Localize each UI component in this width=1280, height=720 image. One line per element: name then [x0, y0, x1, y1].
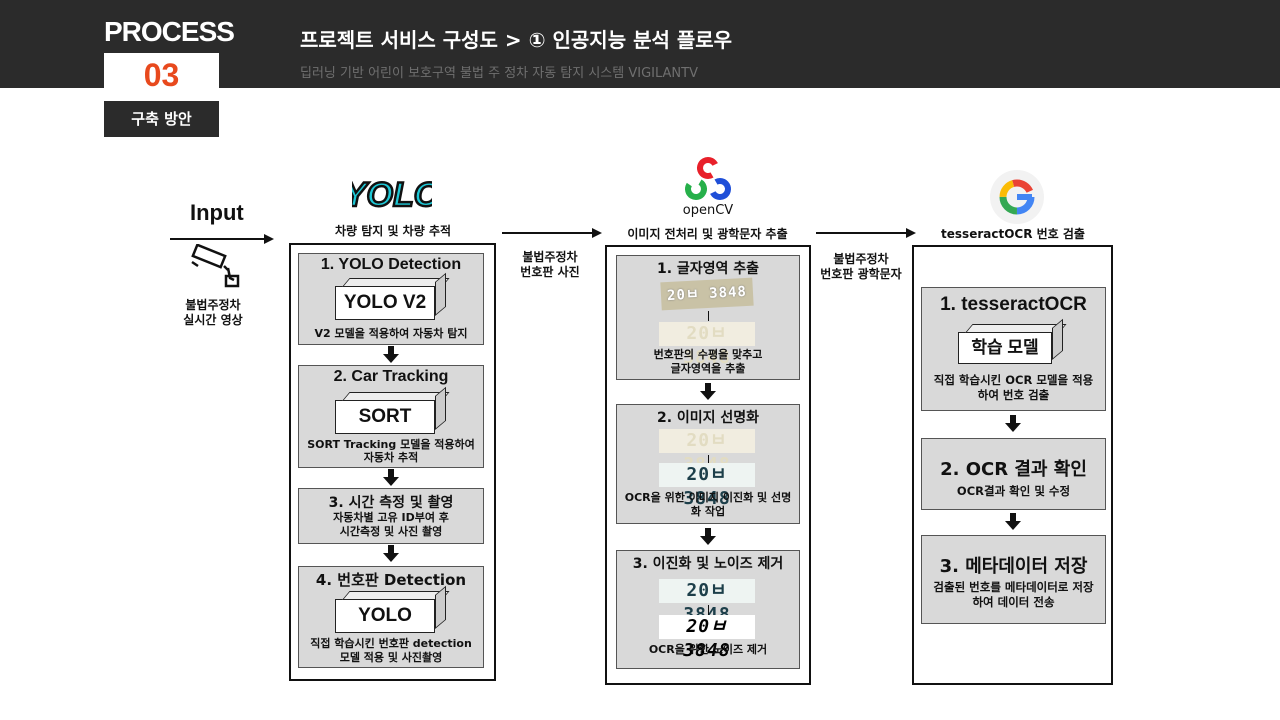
card-title: 3. 메타데이터 저장: [939, 556, 1088, 577]
process-label: PROCESS: [104, 16, 235, 47]
small-arrow: [708, 311, 709, 321]
down-arrow-icon: [383, 469, 399, 486]
yolo-logo: YOLO: [343, 172, 442, 216]
yolo-card-time: 3. 시간 측정 및 촬영 자동차별 고유 ID부여 후 시간측정 및 사진 촬…: [298, 488, 484, 544]
card-title: 3. 시간 측정 및 촬영: [328, 495, 454, 511]
plate-image-clean: 20ㅂ 3848: [659, 615, 755, 661]
arrow2-label-2: 번호판 광학문자: [820, 267, 902, 281]
card-desc: V2 모델을 적용하여 자동차 탐지: [314, 327, 468, 340]
tesseract-card-metadata: 3. 메타데이터 저장 검출된 번호를 메타데이터로 저장 하여 데이터 전송: [921, 535, 1106, 624]
card-desc-2: 하여 번호 검출: [977, 388, 1050, 402]
input-caption-1: 불법주정차: [185, 298, 241, 312]
card-desc-1: SORT Tracking 모델을 적용하여: [307, 438, 475, 451]
google-logo-icon: [990, 170, 1044, 224]
model-box-yolo: YOLO: [335, 585, 450, 633]
card-desc-1: 검출된 번호를 메타데이터로 저장: [933, 580, 1094, 594]
plate-image-sharp: 20ㅂ 3848: [659, 463, 755, 509]
card-title: 2. 이미지 선명화: [656, 410, 760, 426]
yolo-logo-text: YOLO: [352, 176, 432, 214]
down-arrow-icon: [700, 383, 716, 400]
model-box-yolo-v2: YOLO V2: [335, 272, 450, 320]
card-desc-1: OCR을 위한 노이즈 제거: [648, 643, 768, 656]
yolo-card-detection: 1. YOLO Detection YOLO V2 V2 모델을 적용하여 자동…: [298, 253, 484, 345]
page-title: 프로젝트 서비스 구성도 > ① 인공지능 분석 플로우: [300, 28, 733, 52]
card-title: 4. 번호판 Detection: [315, 571, 467, 589]
opencv-card-sharpen: 2. 이미지 선명화 20ㅂ 3848 20ㅂ 3848 OCR을 위한 이미지…: [616, 404, 800, 524]
card-desc-2: 하여 데이터 전송: [972, 595, 1055, 609]
model-box-sort: SORT: [335, 386, 450, 434]
opencv-logo-text: openCV: [682, 203, 734, 218]
card-title: 1. tesseractOCR: [940, 294, 1087, 315]
model-box-trained: 학습 모델: [958, 318, 1067, 364]
card-title: 2. Car Tracking: [333, 368, 449, 385]
page-subtitle: 딥러닝 기반 어린이 보호구역 불법 주 정차 자동 탐지 시스템 VIGILA…: [300, 66, 698, 81]
plate-image-cropped: 20ㅂ 3848: [659, 322, 755, 368]
tesseract-caption: tesseractOCR 번호 검출: [941, 227, 1085, 241]
opencv-card-binarize: 3. 이진화 및 노이즈 제거 20ㅂ 3848 20ㅂ 3848 OCR을 위…: [616, 550, 800, 669]
card-desc-2: 화 작업: [690, 505, 726, 518]
down-arrow-icon: [700, 528, 716, 545]
card-title: 1. 글자영역 추출: [656, 261, 760, 277]
card-desc-1: 직접 학습시킨 번호판 detection: [310, 637, 472, 650]
down-arrow-icon: [383, 346, 399, 363]
card-desc-2: 시간측정 및 사진 촬영: [339, 525, 443, 538]
card-desc-2: 자동차 추적: [363, 451, 419, 464]
flow-arrow-1: [502, 228, 602, 238]
flow-arrow-2: [816, 228, 916, 238]
arrow2-label-1: 불법주정차: [833, 252, 889, 266]
tesseract-card-check: 2. OCR 결과 확인 OCR결과 확인 및 수정: [921, 438, 1106, 510]
card-desc-2: 모델 적용 및 사진촬영: [339, 651, 443, 664]
section-label: 구축 방안: [104, 101, 219, 137]
card-desc-1: 직접 학습시킨 OCR 모델을 적용: [933, 373, 1094, 387]
card-desc-1: 자동차별 고유 ID부여 후: [333, 511, 449, 524]
down-arrow-icon: [1005, 415, 1021, 432]
input-arrow: [170, 234, 274, 244]
yolo-caption: 차량 탐지 및 차량 추적: [334, 224, 452, 238]
plate-image-before: 20ㅂ 3848: [659, 429, 755, 475]
card-desc-1: OCR을 위한 이미지 이진화 및 선명: [624, 491, 792, 504]
input-caption-2: 실시간 영상: [183, 313, 243, 327]
yolo-card-plate-detection: 4. 번호판 Detection YOLO 직접 학습시킨 번호판 detect…: [298, 566, 484, 668]
plate-image-raw: 20ㅂ 3848: [660, 277, 754, 311]
card-desc-1: 번호판의 수평을 맞추고: [653, 348, 763, 361]
down-arrow-icon: [383, 545, 399, 562]
opencv-card-text-area: 1. 글자영역 추출 20ㅂ 3848 20ㅂ 3848 번호판의 수평을 맞추…: [616, 255, 800, 380]
arrow1-label-1: 불법주정차: [522, 250, 578, 264]
card-title: 2. OCR 결과 확인: [940, 459, 1087, 480]
plate-image-noisy: 20ㅂ 3848: [659, 579, 755, 625]
small-arrow: [708, 455, 709, 463]
card-title: 1. YOLO Detection: [320, 256, 462, 273]
card-title: 3. 이진화 및 노이즈 제거: [632, 556, 784, 572]
down-arrow-icon: [1005, 513, 1021, 530]
yolo-card-tracking: 2. Car Tracking SORT SORT Tracking 모델을 적…: [298, 365, 484, 468]
small-arrow: [708, 605, 709, 615]
process-number: 03: [104, 53, 219, 97]
cctv-camera-icon: [191, 244, 240, 288]
arrow1-label-2: 번호판 사진: [520, 265, 580, 279]
card-desc-1: OCR결과 확인 및 수정: [956, 484, 1071, 498]
card-desc-2: 글자영역을 추출: [670, 362, 746, 375]
opencv-caption: 이미지 전처리 및 광학문자 추출: [627, 227, 788, 241]
input-heading: Input: [190, 200, 244, 225]
opencv-logo-icon: [685, 157, 731, 200]
tesseract-card-ocr: 1. tesseractOCR 학습 모델 직접 학습시킨 OCR 모델을 적용…: [921, 287, 1106, 411]
